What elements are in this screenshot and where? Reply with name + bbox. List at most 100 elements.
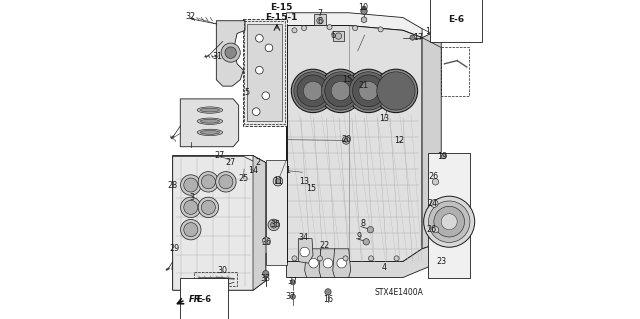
- Text: E-6: E-6: [448, 15, 464, 24]
- Text: 14: 14: [248, 166, 258, 175]
- Circle shape: [198, 197, 218, 218]
- Ellipse shape: [200, 130, 220, 134]
- Circle shape: [225, 47, 236, 58]
- Circle shape: [432, 226, 438, 233]
- Circle shape: [321, 72, 360, 110]
- Text: 17: 17: [413, 33, 423, 42]
- Circle shape: [292, 256, 297, 261]
- Circle shape: [271, 222, 277, 228]
- Text: E-15: E-15: [270, 4, 292, 12]
- Circle shape: [324, 289, 331, 295]
- Circle shape: [292, 28, 297, 33]
- Text: 7: 7: [317, 9, 323, 18]
- Circle shape: [255, 66, 263, 74]
- Circle shape: [184, 223, 198, 237]
- Text: 13: 13: [379, 114, 388, 123]
- Circle shape: [434, 206, 465, 237]
- Text: 8: 8: [360, 219, 365, 228]
- Circle shape: [219, 175, 233, 189]
- Text: 15: 15: [306, 184, 316, 193]
- Text: STX4E1400A: STX4E1400A: [374, 288, 424, 297]
- Text: 12: 12: [394, 137, 404, 145]
- Text: 35: 35: [270, 220, 280, 229]
- Circle shape: [353, 26, 358, 31]
- Circle shape: [297, 75, 329, 107]
- Circle shape: [323, 258, 333, 268]
- Text: 19: 19: [436, 152, 447, 161]
- Circle shape: [394, 256, 399, 261]
- Polygon shape: [305, 249, 323, 278]
- Circle shape: [432, 179, 438, 185]
- Text: 1: 1: [285, 166, 290, 175]
- Circle shape: [369, 256, 374, 261]
- Circle shape: [265, 44, 273, 52]
- Circle shape: [221, 284, 227, 289]
- Circle shape: [184, 178, 198, 192]
- Text: 30: 30: [218, 266, 227, 275]
- Circle shape: [378, 27, 383, 32]
- Polygon shape: [287, 13, 422, 38]
- Circle shape: [262, 237, 270, 245]
- Text: 20: 20: [341, 135, 351, 144]
- Text: 28: 28: [167, 181, 177, 190]
- Polygon shape: [173, 156, 266, 290]
- Text: 27: 27: [225, 158, 235, 167]
- Circle shape: [344, 138, 348, 142]
- Polygon shape: [287, 242, 441, 278]
- Circle shape: [424, 196, 475, 247]
- Circle shape: [198, 172, 218, 192]
- Circle shape: [291, 294, 296, 299]
- Circle shape: [309, 258, 319, 268]
- Circle shape: [180, 175, 201, 195]
- Text: 27: 27: [214, 151, 225, 160]
- Bar: [333, 31, 344, 41]
- Text: 33: 33: [260, 274, 271, 283]
- Circle shape: [268, 219, 280, 231]
- Circle shape: [410, 35, 415, 40]
- Circle shape: [291, 280, 296, 285]
- Ellipse shape: [197, 107, 223, 113]
- Text: 25: 25: [238, 174, 248, 183]
- Text: 29: 29: [170, 244, 180, 253]
- Text: 5: 5: [244, 88, 249, 97]
- Circle shape: [359, 81, 378, 100]
- Circle shape: [252, 108, 260, 115]
- Circle shape: [291, 69, 335, 113]
- Ellipse shape: [197, 129, 223, 136]
- Bar: [244, 21, 285, 124]
- Text: 9: 9: [356, 232, 362, 241]
- Text: 15: 15: [342, 75, 353, 84]
- Text: 26: 26: [429, 172, 438, 181]
- Text: 3: 3: [189, 193, 195, 202]
- Text: 26: 26: [427, 225, 436, 234]
- Circle shape: [441, 214, 457, 230]
- Text: 37: 37: [285, 292, 296, 300]
- Polygon shape: [333, 249, 351, 278]
- Circle shape: [367, 226, 374, 233]
- Text: 10: 10: [358, 3, 369, 11]
- Circle shape: [337, 258, 346, 268]
- Circle shape: [275, 179, 280, 184]
- Text: 34: 34: [298, 233, 308, 242]
- Circle shape: [347, 69, 390, 113]
- Polygon shape: [266, 160, 287, 265]
- Text: 37: 37: [287, 277, 298, 286]
- Circle shape: [374, 69, 418, 113]
- Text: E-15-1: E-15-1: [265, 13, 297, 22]
- Circle shape: [262, 271, 269, 277]
- Circle shape: [301, 26, 307, 31]
- Text: 16: 16: [323, 295, 333, 304]
- Polygon shape: [298, 239, 313, 263]
- Text: 31: 31: [212, 52, 222, 61]
- Circle shape: [362, 6, 366, 10]
- Text: FR.: FR.: [189, 295, 204, 304]
- Circle shape: [273, 176, 283, 186]
- Circle shape: [202, 200, 216, 214]
- Ellipse shape: [200, 119, 220, 123]
- Circle shape: [349, 72, 388, 110]
- Circle shape: [317, 256, 323, 261]
- Polygon shape: [216, 21, 245, 86]
- Circle shape: [294, 72, 332, 110]
- Text: 13: 13: [299, 177, 309, 186]
- Circle shape: [377, 72, 415, 110]
